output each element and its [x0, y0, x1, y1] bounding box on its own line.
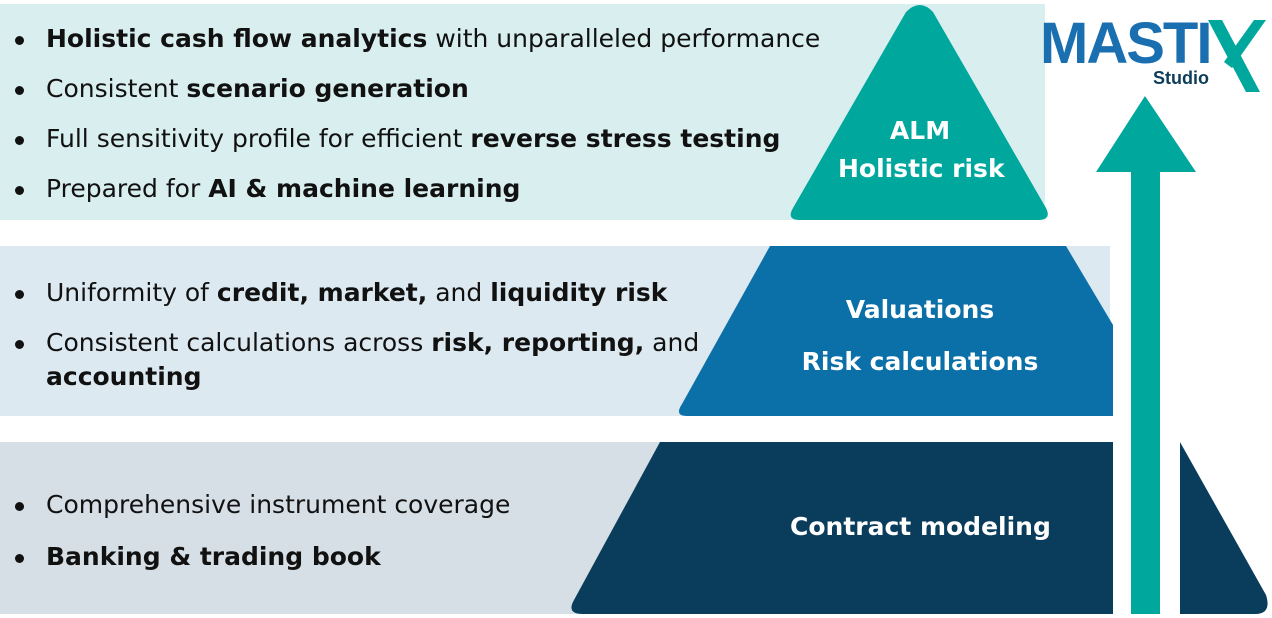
bullet-item: Banking & trading book	[0, 540, 510, 574]
bullet-item: Full sensitivity profile for efficient r…	[0, 122, 820, 156]
bullet-text: with unparalleled performance	[427, 24, 821, 53]
pyramid-bottom-tier	[571, 442, 1113, 614]
pyramid-top-tier	[790, 5, 1048, 220]
bullet-text: Uniformity of	[46, 278, 217, 307]
bullet-item: Comprehensive instrument coverage	[0, 488, 510, 522]
middle-tier-label: Valuations Risk calculations	[790, 284, 1050, 388]
top-tier-label-line2: Holistic risk	[838, 154, 1005, 183]
bullet-text: and	[427, 278, 491, 307]
bullet-text: Consistent	[46, 74, 187, 103]
mastix-studio-logo: MASTI X Studio	[1040, 8, 1270, 96]
bullet-text: and	[644, 328, 700, 357]
top-tier-label: ALM Holistic risk	[838, 112, 1005, 188]
bullet-text-bold: Banking & trading book	[46, 542, 381, 571]
bullet-item: Holistic cash flow analytics with unpara…	[0, 22, 820, 56]
bullet-text-bold: scenario generation	[186, 74, 469, 103]
bullet-text-bold: reverse stress testing	[470, 124, 781, 153]
logo-x-mark: X	[1208, 20, 1266, 92]
middle-tier-bullet-list: Uniformity of credit, market, and liquid…	[0, 276, 746, 410]
bullet-text-bold: AI & machine learning	[208, 174, 521, 203]
bullet-item: Uniformity of credit, market, and liquid…	[0, 276, 746, 310]
bullet-item: Consistent scenario generation	[0, 72, 820, 106]
pyramid-middle-tier	[678, 246, 1113, 416]
bullet-item: Consistent calculations across risk, rep…	[0, 326, 746, 394]
middle-tier-label-line2: Risk calculations	[801, 347, 1039, 376]
bullet-text-bold: Holistic cash flow analytics	[46, 24, 428, 53]
bullet-item: Prepared for AI & machine learning	[0, 172, 820, 206]
bottom-tier-label-line1: Contract modeling	[790, 512, 1051, 541]
middle-tier-label-line1: Valuations	[845, 295, 995, 324]
pyramid-bottom-tier-right	[1180, 442, 1268, 614]
bullet-text-bold: accounting	[46, 362, 202, 391]
upward-arrow-icon	[1096, 96, 1196, 614]
bullet-text: Comprehensive instrument coverage	[46, 490, 511, 519]
bullet-text-bold: credit, market,	[216, 278, 428, 307]
bullet-text: Consistent calculations across	[46, 328, 432, 357]
top-tier-bullet-list: Holistic cash flow analytics with unpara…	[0, 22, 820, 206]
bottom-tier-label: Contract modeling	[790, 510, 1051, 544]
logo-subtext: Studio	[1153, 68, 1209, 88]
bullet-text-bold: liquidity risk	[490, 278, 668, 307]
bullet-text: Prepared for	[46, 174, 209, 203]
bottom-tier-bullet-list: Comprehensive instrument coverage Banking…	[0, 488, 510, 592]
bullet-text: Full sensitivity profile for efficient	[46, 124, 471, 153]
top-tier-label-line1: ALM	[889, 116, 951, 145]
logo-wordmark: MASTI	[1040, 11, 1212, 76]
bullet-text-bold: risk, reporting,	[431, 328, 645, 357]
